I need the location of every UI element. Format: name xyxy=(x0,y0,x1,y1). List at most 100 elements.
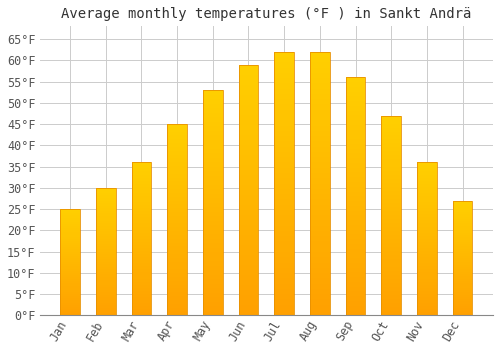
Bar xyxy=(203,144,222,149)
Bar xyxy=(203,266,222,270)
Bar xyxy=(417,245,437,248)
Bar xyxy=(132,251,151,254)
Bar xyxy=(132,236,151,239)
Bar xyxy=(168,143,187,147)
Bar xyxy=(346,196,366,201)
Bar xyxy=(96,188,116,190)
Bar xyxy=(132,193,151,196)
Bar xyxy=(60,215,80,217)
Bar xyxy=(168,300,187,304)
Bar xyxy=(274,115,294,120)
Bar xyxy=(238,240,258,245)
Bar xyxy=(453,244,472,246)
Bar xyxy=(382,127,401,132)
Bar xyxy=(238,250,258,255)
Bar xyxy=(132,184,151,187)
Bar xyxy=(453,290,472,292)
Bar xyxy=(346,77,366,82)
Bar xyxy=(310,241,330,247)
Bar xyxy=(238,150,258,155)
Bar xyxy=(274,289,294,294)
Bar xyxy=(382,275,401,279)
Bar xyxy=(203,90,222,94)
Bar xyxy=(168,258,187,262)
Bar xyxy=(203,243,222,248)
Bar xyxy=(132,275,151,279)
Bar xyxy=(346,292,366,296)
Bar xyxy=(310,162,330,168)
Bar xyxy=(60,313,80,315)
Bar xyxy=(132,288,151,291)
Bar xyxy=(168,124,187,315)
Bar xyxy=(274,173,294,178)
Bar xyxy=(168,239,187,243)
Bar xyxy=(382,160,401,163)
Bar xyxy=(453,251,472,253)
Bar xyxy=(382,203,401,208)
Bar xyxy=(274,89,294,94)
Bar xyxy=(132,260,151,263)
Bar xyxy=(417,285,437,288)
Bar xyxy=(96,239,116,241)
Bar xyxy=(60,241,80,243)
Bar xyxy=(60,307,80,309)
Bar xyxy=(417,279,437,282)
Bar xyxy=(203,225,222,230)
Bar xyxy=(132,297,151,300)
Bar xyxy=(60,245,80,247)
Bar xyxy=(203,126,222,131)
Bar xyxy=(346,215,366,220)
Bar xyxy=(238,64,258,70)
Bar xyxy=(132,187,151,190)
Bar xyxy=(203,234,222,239)
Bar xyxy=(168,220,187,223)
Bar xyxy=(417,168,437,172)
Bar xyxy=(96,264,116,267)
Bar xyxy=(60,239,80,241)
Bar xyxy=(382,239,401,243)
Bar xyxy=(346,144,366,149)
Bar xyxy=(346,282,366,287)
Bar xyxy=(132,181,151,184)
Bar xyxy=(310,104,330,110)
Bar xyxy=(132,202,151,205)
Bar xyxy=(238,185,258,190)
Bar xyxy=(382,199,401,203)
Bar xyxy=(274,104,294,110)
Bar xyxy=(453,274,472,276)
Bar xyxy=(382,228,401,231)
Bar xyxy=(203,121,222,126)
Bar xyxy=(238,265,258,270)
Bar xyxy=(96,313,116,315)
Bar xyxy=(274,220,294,226)
Bar xyxy=(346,116,366,120)
Bar xyxy=(60,311,80,313)
Bar xyxy=(96,302,116,305)
Bar xyxy=(238,310,258,315)
Bar xyxy=(238,125,258,130)
Bar xyxy=(310,110,330,115)
Bar xyxy=(60,273,80,275)
Bar xyxy=(346,277,366,282)
Bar xyxy=(132,205,151,208)
Bar xyxy=(132,257,151,260)
Bar xyxy=(382,180,401,183)
Bar xyxy=(203,288,222,293)
Bar xyxy=(203,212,222,216)
Bar xyxy=(274,178,294,183)
Bar xyxy=(346,244,366,248)
Bar xyxy=(168,296,187,300)
Bar xyxy=(238,115,258,120)
Bar xyxy=(132,190,151,193)
Bar xyxy=(453,212,472,214)
Bar xyxy=(382,116,401,119)
Bar xyxy=(274,215,294,220)
Bar xyxy=(453,219,472,221)
Bar xyxy=(417,165,437,168)
Bar xyxy=(310,300,330,305)
Bar xyxy=(96,298,116,300)
Bar xyxy=(417,297,437,300)
Bar xyxy=(382,231,401,235)
Bar xyxy=(417,300,437,303)
Bar xyxy=(238,305,258,310)
